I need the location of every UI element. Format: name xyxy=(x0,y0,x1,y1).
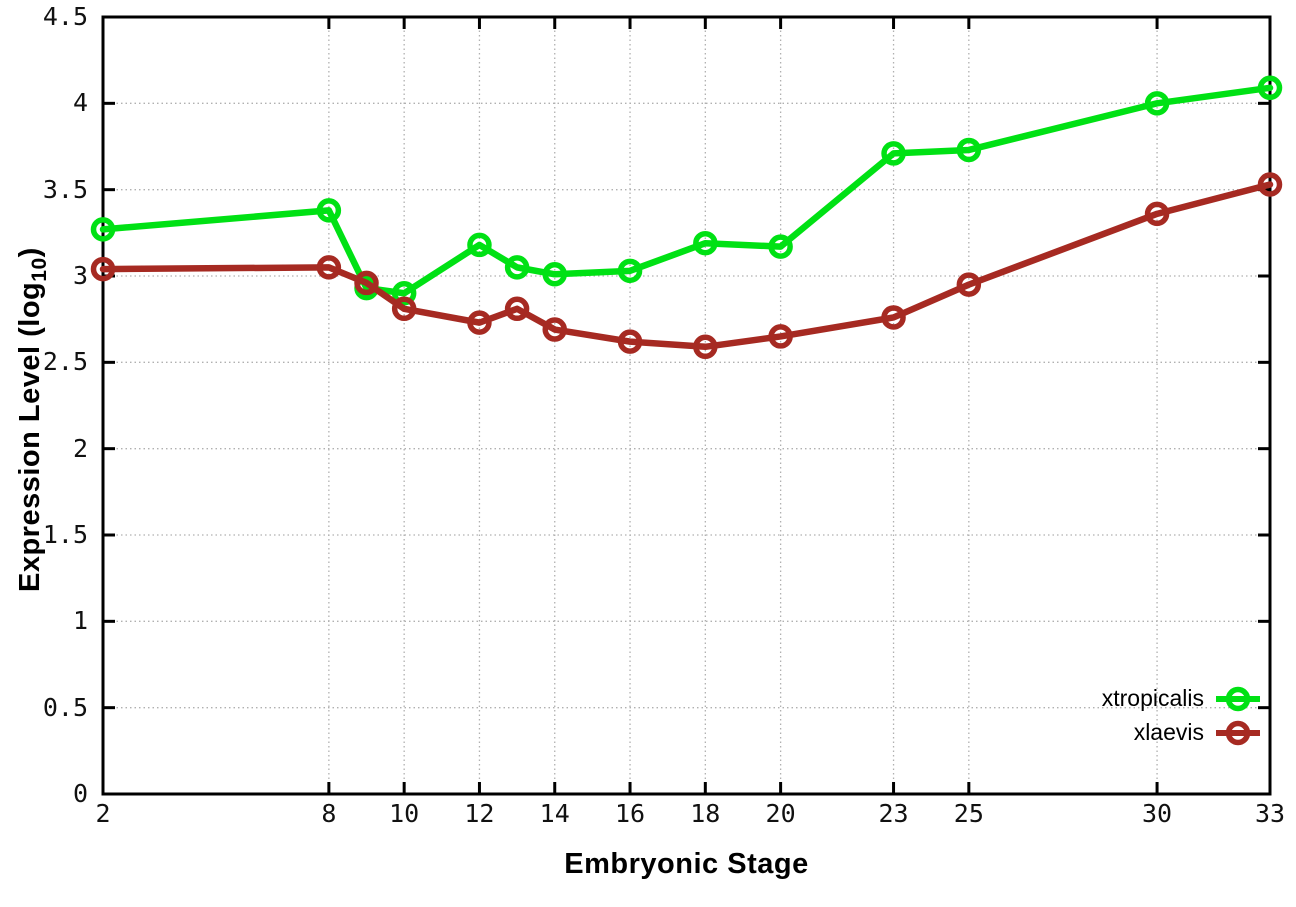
data-point-xlaevis xyxy=(504,296,530,322)
x-tick-label: 12 xyxy=(464,799,495,828)
y-tick-label: 0 xyxy=(72,779,88,808)
data-point-xlaevis xyxy=(693,334,718,360)
x-tick-label: 30 xyxy=(1142,799,1173,828)
data-point-xtropicalis xyxy=(693,230,718,256)
legend: xtropicalis xlaevis xyxy=(1102,683,1262,748)
y-axis-title: Expression Level (log10) xyxy=(14,247,52,592)
y-axis-title-text: Expression Level (log xyxy=(14,281,46,592)
series-line-xlaevis xyxy=(99,181,1274,351)
x-tick-label: 25 xyxy=(953,799,984,828)
data-point-xlaevis xyxy=(956,272,982,297)
y-tick-label: 3.5 xyxy=(42,174,88,204)
x-tick-label: 23 xyxy=(878,799,909,828)
data-point-xtropicalis xyxy=(617,258,643,284)
data-point-xtropicalis xyxy=(391,281,417,306)
legend-item-xtropicalis: xtropicalis xyxy=(1102,683,1262,714)
data-point-xlaevis xyxy=(542,317,567,342)
data-point-xlaevis xyxy=(316,255,342,280)
y-tick-label: 4 xyxy=(72,88,88,118)
y-tick-label: 2.5 xyxy=(42,347,88,377)
data-point-xlaevis xyxy=(617,329,643,354)
data-point-xtropicalis xyxy=(504,255,530,280)
data-point-xlaevis xyxy=(1257,172,1283,197)
data-point-xtropicalis xyxy=(768,234,793,259)
data-point-xlaevis xyxy=(467,310,492,335)
plot-border xyxy=(101,15,1272,796)
data-point-xtropicalis xyxy=(881,141,906,166)
data-point-xtropicalis xyxy=(467,232,492,258)
x-tick-label: 14 xyxy=(539,799,570,828)
data-point-xlaevis xyxy=(354,270,379,296)
data-point-xtropicalis xyxy=(90,217,116,242)
x-tick-label: 16 xyxy=(614,799,646,828)
data-point-xtropicalis xyxy=(1144,91,1170,116)
data-point-xlaevis xyxy=(1144,201,1170,227)
legend-marker-xtropicalis xyxy=(1216,686,1260,711)
x-tick-label: 10 xyxy=(389,799,420,828)
data-point-xtropicalis xyxy=(542,262,567,287)
legend-label-xtropicalis: xtropicalis xyxy=(1101,685,1204,711)
legend-marker-xlaevis xyxy=(1216,720,1260,745)
x-tick-label: 8 xyxy=(321,799,337,828)
y-tick-label: 3 xyxy=(72,261,88,290)
data-point-xlaevis xyxy=(391,296,417,322)
y-axis-title-subscript: 10 xyxy=(28,257,51,282)
legend-label-xlaevis: xlaevis xyxy=(1133,719,1204,745)
legend-item-xlaevis: xlaevis xyxy=(1134,717,1262,748)
data-point-xtropicalis xyxy=(316,198,342,223)
series-line-xtropicalis xyxy=(99,84,1274,297)
x-axis-title: Embryonic Stage xyxy=(564,848,809,880)
y-tick-label: 0.5 xyxy=(42,692,88,722)
y-tick-label: 1.5 xyxy=(42,520,88,549)
x-tick-label: 2 xyxy=(95,799,111,828)
x-tick-label: 33 xyxy=(1254,799,1286,828)
y-tick-label: 2 xyxy=(72,433,88,463)
data-point-xlaevis xyxy=(881,305,906,330)
data-point-xtropicalis xyxy=(1257,75,1283,101)
y-tick-label: 1 xyxy=(72,606,88,636)
x-tick-label: 18 xyxy=(690,799,721,828)
y-tick-label: 4.5 xyxy=(42,2,88,31)
data-point-xlaevis xyxy=(90,256,116,282)
x-tick-label: 20 xyxy=(765,799,796,828)
y-axis-title-suffix: ) xyxy=(14,247,46,258)
data-point-xlaevis xyxy=(768,324,793,349)
data-point-xtropicalis xyxy=(956,137,982,163)
